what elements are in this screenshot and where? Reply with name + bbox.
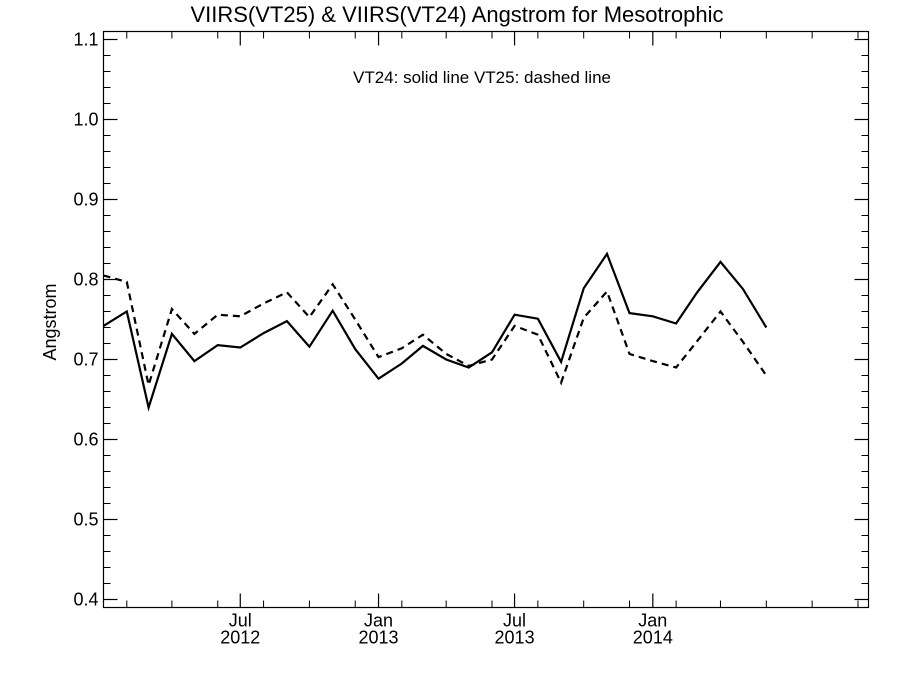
x-tick-year-label: 2013 <box>359 628 399 648</box>
plot-frame <box>102 30 870 609</box>
y-tick-label: 0.7 <box>73 350 98 370</box>
x-tick-month-label: Jan <box>364 611 393 631</box>
y-tick-label: 0.6 <box>73 430 98 450</box>
x-tick-month-label: Jul <box>229 611 252 631</box>
x-tick-year-label: 2013 <box>495 628 535 648</box>
series-line-solid <box>102 251 768 412</box>
y-tick-label: 0.5 <box>73 510 98 530</box>
y-tick-label: 0.9 <box>73 190 98 210</box>
series-layer <box>102 251 768 412</box>
x-tick-month-label: Jul <box>503 611 526 631</box>
x-tick-year-label: 2012 <box>220 628 260 648</box>
y-tick-label: 0.4 <box>73 590 98 610</box>
y-axis: 0.4 0.5 0.6 0.7 0.8 0.9 1.0 1.1 <box>73 30 869 610</box>
x-tick-year-label: 2014 <box>633 628 673 648</box>
chart-title: VIIRS(VT25) & VIIRS(VT24) Angstrom for M… <box>190 2 723 27</box>
y-tick-label: 1.1 <box>73 30 98 50</box>
series-line-dashed <box>103 274 768 390</box>
line-style-annotation: VT24: solid line VT25: dashed line <box>353 68 611 87</box>
x-tick-month-label: Jan <box>638 611 667 631</box>
y-tick-label: 1.0 <box>73 110 98 130</box>
y-tick-label: 0.8 <box>73 270 98 290</box>
y-axis-label: Angstrom <box>40 283 60 360</box>
